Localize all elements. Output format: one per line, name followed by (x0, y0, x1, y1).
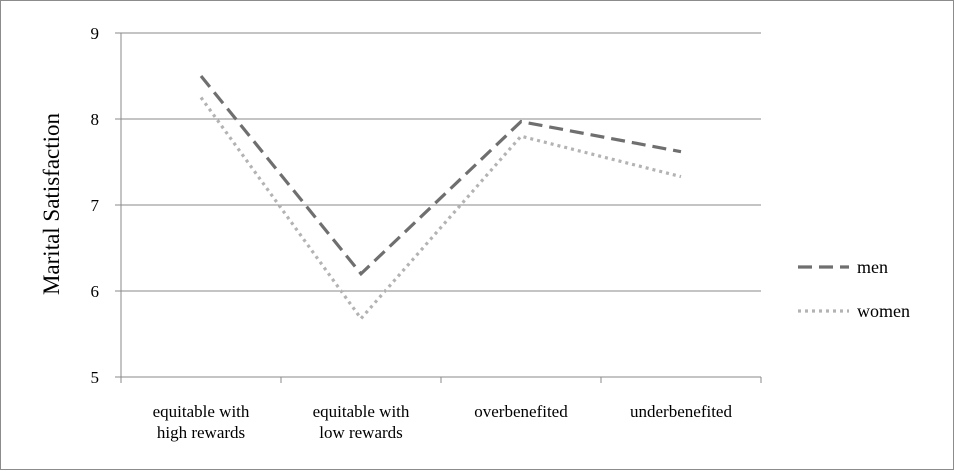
legend: men women (798, 257, 910, 321)
series-layer (201, 76, 681, 319)
y-axis-title: Marital Satisfaction (39, 112, 64, 295)
legend-label-men: men (857, 257, 888, 277)
y-tick-label: 7 (91, 196, 100, 215)
legend-label-women: women (857, 301, 910, 321)
grid-layer (121, 33, 761, 291)
y-tick-label: 9 (91, 24, 100, 43)
y-tick-label: 5 (91, 368, 100, 387)
x-tick-label: overbenefited (474, 402, 568, 421)
series-line-women (201, 98, 681, 319)
x-tick-label: underbenefited (630, 402, 732, 421)
y-tick-label: 6 (91, 282, 100, 301)
series-line-men (201, 76, 681, 274)
y-tick-label: 8 (91, 110, 100, 129)
